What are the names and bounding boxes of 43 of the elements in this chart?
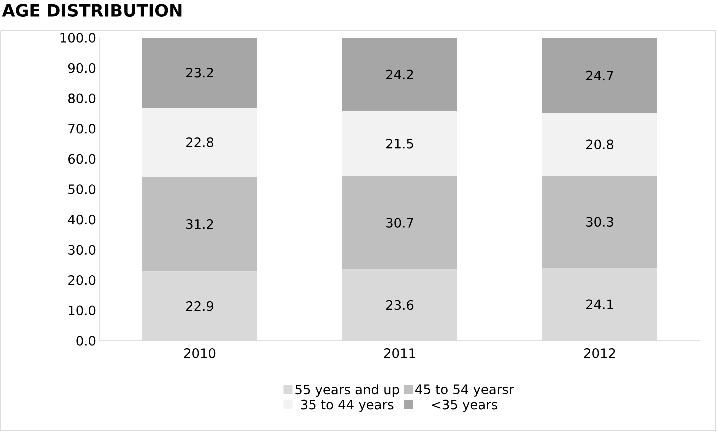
bar xyxy=(542,176,658,268)
bar xyxy=(142,177,258,272)
y-tick-label: 50.0 xyxy=(68,184,96,194)
data-label: 30.3 xyxy=(586,217,614,227)
y-tick-label: 40.0 xyxy=(68,214,96,225)
y-tick-label: 20.0 xyxy=(68,276,96,286)
x-tick-label: 2010 xyxy=(184,348,216,358)
y-tick-label: 70.0 xyxy=(68,124,96,134)
data-label: 23.6 xyxy=(386,300,414,310)
y-tick-label: 60.0 xyxy=(68,154,96,164)
data-label: 20.8 xyxy=(586,140,614,150)
legend-label: <35 years xyxy=(432,400,498,412)
x-tick-label: 2012 xyxy=(584,348,616,358)
y-tick-label: 80.0 xyxy=(68,94,96,104)
y-tick-label: 0.0 xyxy=(76,336,96,346)
data-label: 24.2 xyxy=(386,70,414,80)
data-label: 21.5 xyxy=(386,139,414,149)
legend-label: 55 years and up xyxy=(296,384,400,398)
bar xyxy=(342,38,458,112)
legend-label: 45 to 54 yearsr xyxy=(416,384,514,397)
x-tick-label: 2011 xyxy=(384,348,416,358)
bar xyxy=(342,269,458,342)
data-label: 31.2 xyxy=(186,219,214,230)
bar xyxy=(542,38,658,114)
data-label: 30.7 xyxy=(386,218,414,228)
data-label: 22.8 xyxy=(186,138,214,148)
bar xyxy=(342,176,458,270)
chart-title: AGE DISTRIBUTION xyxy=(2,4,182,18)
data-label: 23.2 xyxy=(186,68,214,78)
data-label: 22.9 xyxy=(186,301,214,312)
legend-label: 35 to 44 years xyxy=(301,400,394,412)
y-tick-label: 10.0 xyxy=(69,306,96,316)
data-label: 24.7 xyxy=(586,70,614,81)
bar xyxy=(142,38,258,108)
bar xyxy=(142,272,258,342)
data-label: 24.1 xyxy=(586,300,614,310)
y-tick-label: 90.0 xyxy=(68,63,96,74)
bar xyxy=(342,111,458,176)
y-tick-label: 100.0 xyxy=(60,33,96,43)
bar xyxy=(542,113,658,176)
bar xyxy=(542,268,658,342)
y-tick-label: 30.0 xyxy=(68,245,96,256)
bar xyxy=(142,108,258,178)
